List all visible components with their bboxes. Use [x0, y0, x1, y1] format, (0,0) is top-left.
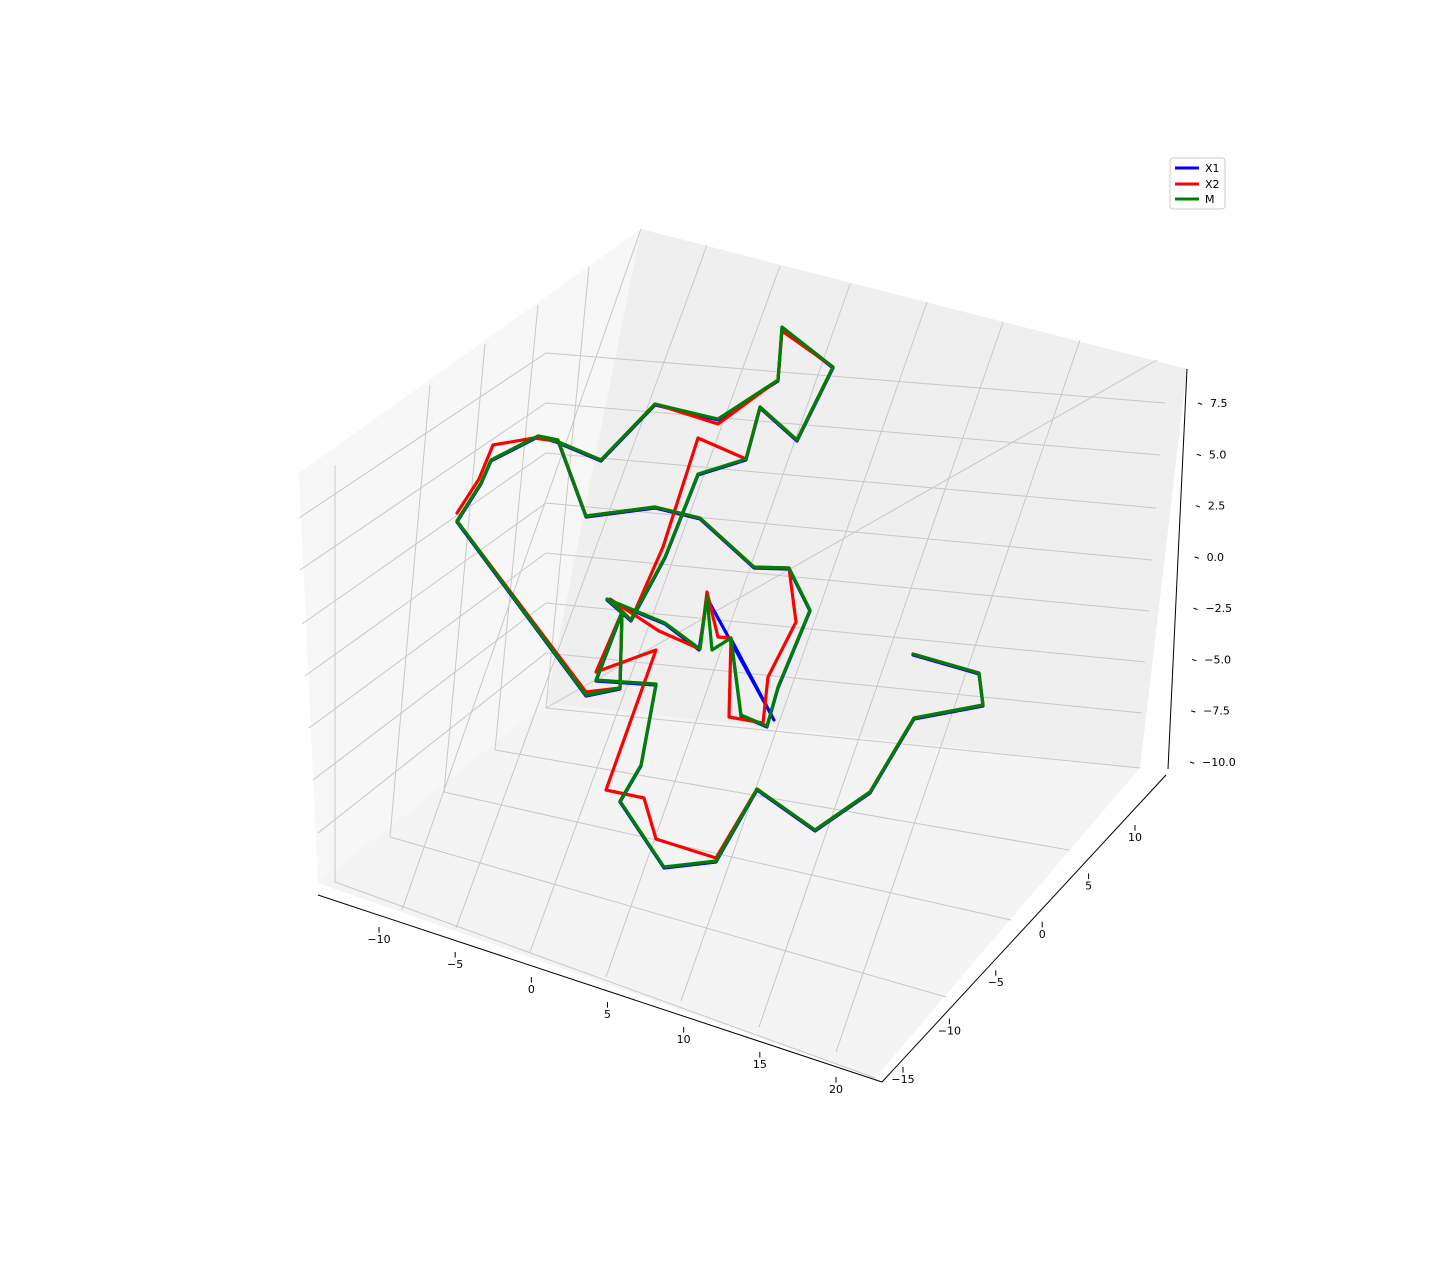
grid-line — [334, 881, 876, 1079]
z-tick-label: 5.0 — [1209, 448, 1227, 461]
legend: X1 X2 M — [1169, 157, 1226, 210]
legend-label-x1: X1 — [1205, 162, 1220, 175]
x-tick-label: 10 — [677, 1033, 691, 1046]
y-tick-label: 10 — [1128, 831, 1142, 844]
grid-line — [389, 384, 431, 838]
grid-lines — [298, 228, 1166, 1079]
x-tick-label: 0 — [528, 983, 535, 996]
grid-line — [494, 749, 1070, 851]
grid-line — [317, 652, 547, 834]
grid-line — [545, 602, 1146, 663]
grid-line — [299, 402, 547, 571]
z-tick-label: 0.0 — [1207, 551, 1225, 564]
grid-line — [545, 652, 1143, 714]
z-tick-mark — [1193, 607, 1198, 611]
z-tick-label: 7.5 — [1210, 397, 1228, 410]
x-tick-label: −10 — [367, 933, 390, 946]
grid-line — [680, 301, 928, 1002]
y-tick-label: −10 — [938, 1025, 961, 1038]
grid-line — [545, 707, 1141, 769]
grid-line — [605, 283, 851, 978]
x-tick-label: 5 — [604, 1008, 611, 1021]
grid-line — [835, 339, 1081, 1053]
y-axis-line — [881, 774, 1167, 1083]
z-tick-label: −7.5 — [1203, 705, 1230, 718]
legend-label-m: M — [1205, 193, 1215, 206]
z-axis-line — [1167, 368, 1188, 770]
grid-line — [304, 502, 547, 677]
z-tick-label: −10.0 — [1202, 756, 1236, 769]
z-ticks: −10.0 −7.5 −5.0 −2.5 0.0 2.5 5.0 7.5 — [1189, 397, 1236, 769]
z-tick-mark — [1195, 505, 1201, 508]
grid-line — [401, 228, 642, 911]
grid-line — [312, 602, 547, 781]
z-tick-mark — [1194, 556, 1199, 559]
y-tick-label: −15 — [891, 1073, 914, 1086]
y-tick-label: 0 — [1039, 928, 1046, 941]
series-line-m — [455, 325, 985, 869]
x-tick-label: −5 — [447, 958, 463, 971]
x-axis-line — [317, 894, 883, 1083]
pane-right — [546, 229, 1187, 768]
z-tick-label: −2.5 — [1205, 602, 1232, 615]
pane-floor — [318, 703, 1140, 1078]
z-tick-label: −5.0 — [1204, 653, 1231, 666]
grid-line — [545, 552, 1150, 612]
z-tick-mark — [1189, 761, 1195, 764]
grid-line — [545, 502, 1153, 561]
grid-line — [389, 836, 947, 998]
y-tick-label: 5 — [1085, 879, 1092, 892]
grid-line — [529, 265, 781, 953]
series-lines — [455, 325, 985, 870]
x-tick-label: 20 — [829, 1083, 843, 1096]
grid-line — [545, 352, 1166, 404]
grid-line — [494, 304, 539, 751]
grid-line — [443, 791, 1012, 921]
grid-line — [308, 552, 547, 729]
grid-line — [301, 452, 547, 625]
grid-line — [545, 452, 1157, 509]
grid-line — [298, 352, 547, 519]
grid-line — [545, 266, 590, 709]
y-tick-label: −5 — [988, 976, 1004, 989]
grid-line — [455, 244, 708, 929]
legend-label-x2: X2 — [1205, 178, 1220, 191]
z-tick-mark — [1190, 710, 1196, 713]
z-tick-mark — [1196, 453, 1202, 457]
grid-line — [758, 321, 1004, 1028]
z-tick-mark — [1192, 658, 1197, 662]
grid-line — [443, 343, 486, 793]
y-ticks: −15 −10 −5 0 5 10 — [891, 825, 1142, 1086]
pane-left — [299, 229, 641, 883]
x-ticks: −10 −5 0 5 10 15 20 — [367, 927, 843, 1096]
z-tick-mark — [1197, 402, 1203, 405]
z-tick-label: 2.5 — [1208, 500, 1226, 513]
grid-line — [545, 359, 1158, 709]
x-tick-label: 15 — [753, 1058, 767, 1071]
